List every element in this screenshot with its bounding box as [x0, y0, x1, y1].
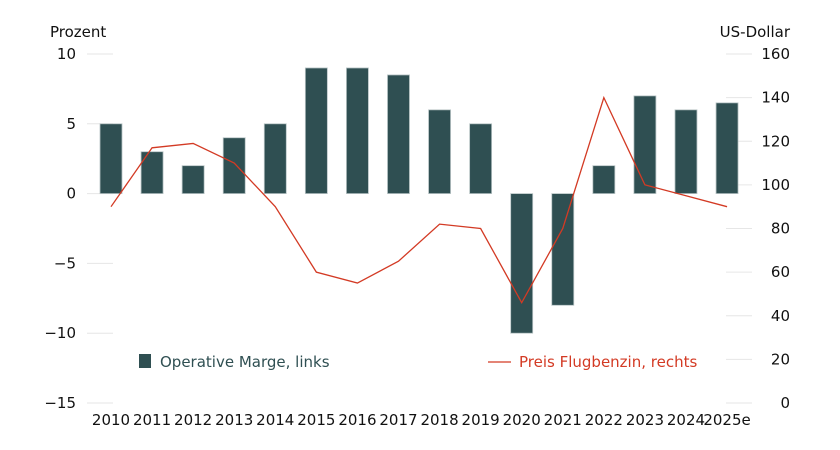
x-tick-label: 2016: [338, 411, 376, 429]
bar: [510, 193, 534, 334]
right-tick-label: 120: [761, 132, 790, 150]
bar: [551, 193, 575, 306]
bar: [222, 137, 246, 194]
left-tick-label: −10: [44, 324, 76, 342]
right-tick-label: 20: [771, 350, 790, 368]
x-tick-label: 2020: [503, 411, 541, 429]
x-tick-label: 2025e: [703, 411, 750, 429]
x-tick-label: 2014: [256, 411, 294, 429]
bar: [99, 123, 123, 195]
legend-line-label: Preis Flugbenzin, rechts: [519, 353, 697, 371]
legend: Operative Marge, links Preis Flugbenzin,…: [139, 353, 697, 371]
bar: [469, 123, 493, 195]
x-tick-label: 2015: [297, 411, 335, 429]
left-tick-label: 5: [66, 115, 76, 133]
right-tick-label: 60: [771, 263, 790, 281]
right-tick-label: 140: [761, 89, 790, 107]
right-tick-label: 160: [761, 45, 790, 63]
bar: [633, 95, 657, 194]
left-tick-label: 0: [66, 185, 76, 203]
bar: [592, 165, 616, 194]
right-axis-label: US-Dollar: [720, 23, 791, 41]
x-tick-label: 2019: [462, 411, 500, 429]
x-tick-label: 2010: [92, 411, 130, 429]
left-tick-label: −5: [54, 254, 76, 272]
x-tick-label: 2017: [379, 411, 417, 429]
x-tick-label: 2013: [215, 411, 253, 429]
bar: [387, 74, 410, 195]
x-tick-label: 2022: [585, 411, 623, 429]
bar: [674, 109, 698, 194]
right-tick-label: 100: [761, 176, 790, 194]
bar: [140, 151, 164, 195]
bar: [715, 102, 739, 194]
left-axis-label: Prozent: [50, 23, 106, 41]
bar: [304, 67, 328, 194]
bar: [181, 165, 205, 194]
right-tick-label: 80: [771, 220, 790, 238]
x-tick-label: 2023: [626, 411, 664, 429]
fuel-price-line: [110, 95, 728, 305]
x-tick-label: 2011: [133, 411, 171, 429]
x-tick-label: 2018: [420, 411, 458, 429]
left-tick-label: 10: [57, 45, 76, 63]
legend-bar-label: Operative Marge, links: [160, 353, 330, 371]
x-tick-label: 2024: [667, 411, 705, 429]
x-tick-label: 2012: [174, 411, 212, 429]
legend-bar-swatch: [139, 354, 151, 368]
right-tick-label: 40: [771, 307, 790, 325]
x-tick-label: 2021: [544, 411, 582, 429]
bar: [346, 67, 369, 194]
bar: [428, 109, 451, 194]
right-tick-label: 0: [780, 394, 790, 412]
left-tick-label: −15: [44, 394, 76, 412]
bar: [263, 123, 287, 195]
